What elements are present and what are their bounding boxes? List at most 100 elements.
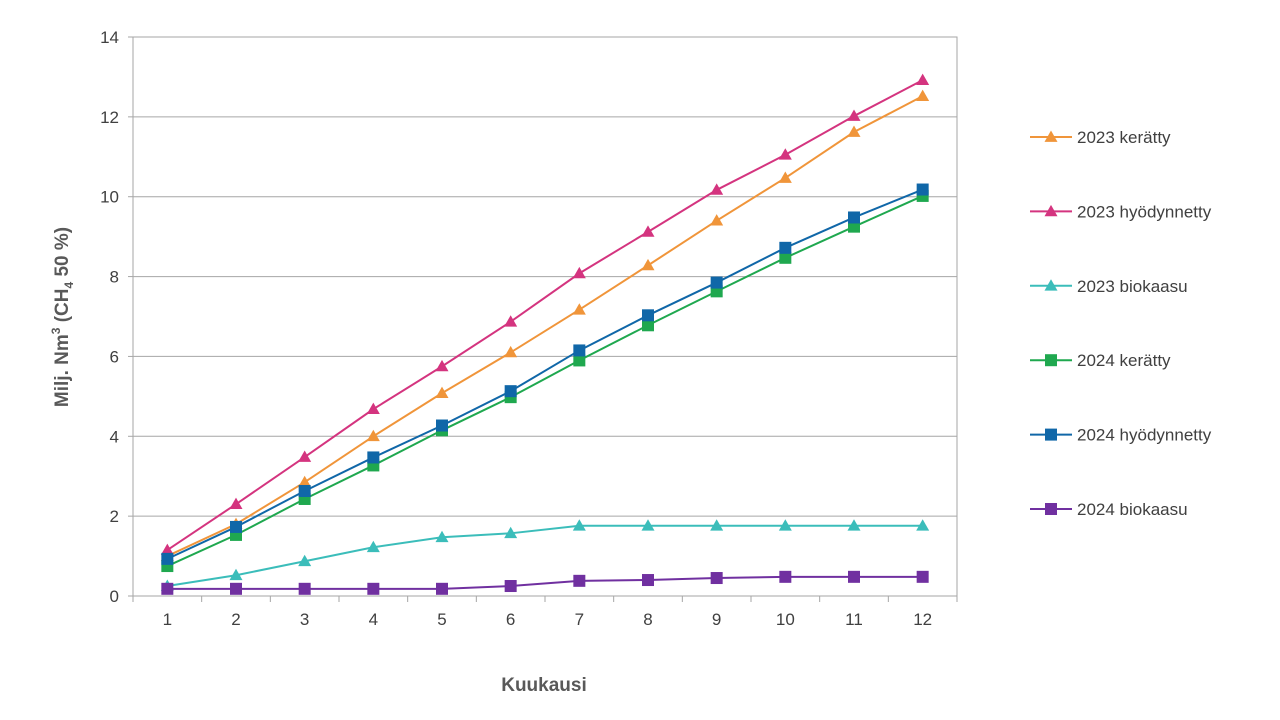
legend-item-2023-biokaasu: 2023 biokaasu [1030, 277, 1188, 296]
data-point [642, 309, 654, 321]
data-point [779, 571, 791, 583]
data-point [504, 346, 517, 357]
data-point [573, 575, 585, 587]
x-tick-label: 2 [231, 610, 240, 629]
legend-item-2023-hyodynnetty: 2023 hyödynnetty [1030, 202, 1212, 221]
legend-label: 2023 hyödynnetty [1077, 202, 1212, 221]
legend-marker [1045, 429, 1057, 441]
data-point [848, 211, 860, 223]
series-2024-keratty [161, 190, 928, 572]
data-point [367, 430, 380, 441]
data-point [436, 387, 449, 398]
x-tick-label: 12 [913, 610, 932, 629]
data-point [161, 553, 173, 565]
y-tick-label: 14 [100, 28, 119, 47]
legend-label: 2023 biokaasu [1077, 277, 1188, 296]
legend-item-2024-biokaasu: 2024 biokaasu [1030, 500, 1188, 519]
y-tick-label: 2 [110, 507, 119, 526]
y-tick-label: 4 [110, 427, 119, 446]
legend-label: 2024 kerätty [1077, 351, 1171, 370]
data-point [642, 225, 655, 236]
y-axis-ticks: 0 2 4 6 8 10 12 14 [100, 28, 133, 606]
data-point [230, 521, 242, 533]
series-2023-keratty [161, 90, 929, 561]
data-point [161, 583, 173, 595]
legend: 2023 kerätty 2023 hyödynnetty 2023 biokaas… [1030, 128, 1212, 519]
series-line [167, 190, 922, 559]
data-point [299, 485, 311, 497]
data-point [642, 259, 655, 270]
series-line [167, 577, 922, 589]
series-line [167, 196, 922, 566]
legend-label: 2024 hyödynnetty [1077, 426, 1212, 445]
series-2024-biokaasu [161, 571, 928, 595]
x-tick-label: 9 [712, 610, 721, 629]
data-point [848, 571, 860, 583]
x-tick-label: 7 [575, 610, 584, 629]
data-point [436, 360, 449, 371]
data-point [710, 214, 723, 225]
data-point [230, 583, 242, 595]
series-line [167, 96, 922, 556]
x-tick-label: 6 [506, 610, 515, 629]
data-point [848, 110, 861, 121]
y-axis-title-suffix: 50 %) [52, 227, 73, 282]
x-tick-label: 8 [643, 610, 652, 629]
x-axis-ticks: 1 2 3 4 5 6 7 8 9 10 11 12 [133, 596, 957, 629]
y-axis-title-mid: (CH [52, 289, 73, 328]
series-2024-hyodynnetty [161, 184, 928, 565]
data-point [779, 148, 792, 159]
data-point [917, 571, 929, 583]
legend-marker [1045, 354, 1057, 366]
data-point [917, 184, 929, 196]
data-point [711, 572, 723, 584]
series-line [167, 80, 922, 550]
x-tick-label: 11 [845, 610, 863, 629]
data-point [230, 498, 243, 509]
x-axis-title: Kuukausi [501, 675, 587, 696]
series-2023-hyodynnetty [161, 74, 929, 555]
x-tick-label: 4 [369, 610, 378, 629]
legend-marker [1045, 503, 1057, 515]
y-tick-label: 12 [100, 108, 119, 127]
y-tick-label: 6 [110, 347, 119, 366]
legend-item-2024-keratty: 2024 kerätty [1030, 351, 1171, 370]
y-axis-title-prefix: Milj. Nm [52, 334, 73, 407]
data-point [710, 183, 723, 194]
data-point [299, 583, 311, 595]
data-point [916, 90, 929, 101]
legend-item-2024-hyodynnetty: 2024 hyödynnetty [1030, 426, 1212, 445]
data-point [367, 403, 380, 414]
data-point [573, 303, 586, 314]
data-point [642, 574, 654, 586]
data-point [298, 451, 311, 462]
x-tick-label: 1 [163, 610, 172, 629]
x-tick-label: 5 [437, 610, 446, 629]
data-point [848, 126, 861, 137]
data-point [779, 171, 792, 182]
series-2023-biokaasu [161, 519, 929, 591]
legend-item-2023-keratty: 2023 kerätty [1030, 128, 1171, 147]
data-point [436, 420, 448, 432]
y-axis-title: Milj. Nm3 (CH4 50 %) [49, 227, 76, 407]
gridlines [133, 117, 957, 516]
legend-label: 2023 kerätty [1077, 128, 1171, 147]
y-tick-label: 10 [100, 188, 119, 207]
x-tick-label: 3 [300, 610, 309, 629]
data-point [436, 583, 448, 595]
data-point [367, 583, 379, 595]
y-tick-label: 8 [110, 268, 119, 287]
data-point [505, 580, 517, 592]
data-point [711, 277, 723, 289]
data-point [779, 242, 791, 254]
data-point [916, 74, 929, 85]
y-tick-label: 0 [110, 587, 119, 606]
x-tick-label: 10 [776, 610, 795, 629]
data-point [573, 267, 586, 278]
data-point [573, 344, 585, 356]
data-point [505, 385, 517, 397]
data-point [504, 315, 517, 326]
data-point [367, 451, 379, 463]
